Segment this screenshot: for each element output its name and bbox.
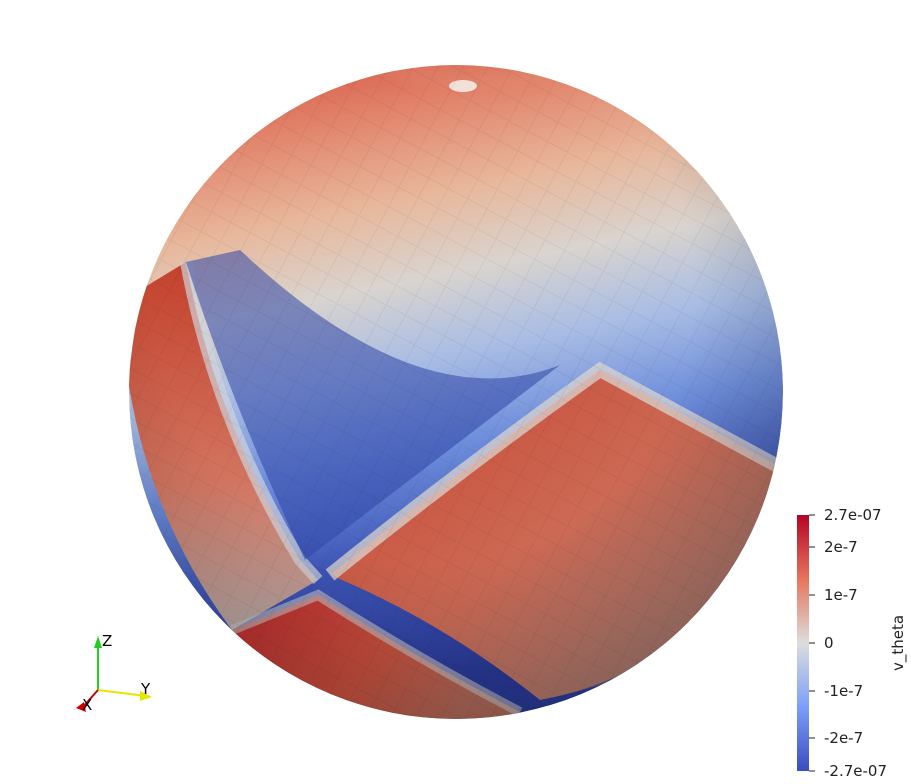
tick-label-neg2e-7: -2e-7 xyxy=(824,729,863,747)
orientation-axes[interactable]: Z Y X xyxy=(76,632,152,714)
scalar-bar-title: v_theta xyxy=(889,615,908,671)
tick-label-min: -2.7e-07 xyxy=(824,762,887,780)
tick-label-max: 2.7e-07 xyxy=(824,506,882,524)
x-axis-label: X xyxy=(82,696,92,714)
z-axis-arrow-icon xyxy=(94,636,102,648)
x-axis-line xyxy=(81,689,99,709)
tick-label-2e-7: 2e-7 xyxy=(824,538,858,556)
tick-label-1e-7: 1e-7 xyxy=(824,586,858,604)
tick-marks xyxy=(809,514,815,772)
y-axis-arrow-icon xyxy=(140,691,152,701)
z-axis-label: Z xyxy=(102,632,112,650)
x-axis-arrow-icon xyxy=(76,702,86,712)
y-axis-label: Y xyxy=(140,680,151,698)
tick-label-zero: 0 xyxy=(824,634,834,652)
sphere-surface[interactable] xyxy=(120,0,800,730)
y-axis-line xyxy=(97,689,147,697)
color-bar xyxy=(797,515,809,771)
scalar-bar[interactable]: 2.7e-07 2e-7 1e-7 0 -1e-7 -2e-7 -2.7e-07… xyxy=(797,506,908,780)
tick-label-neg1e-7: -1e-7 xyxy=(824,682,863,700)
